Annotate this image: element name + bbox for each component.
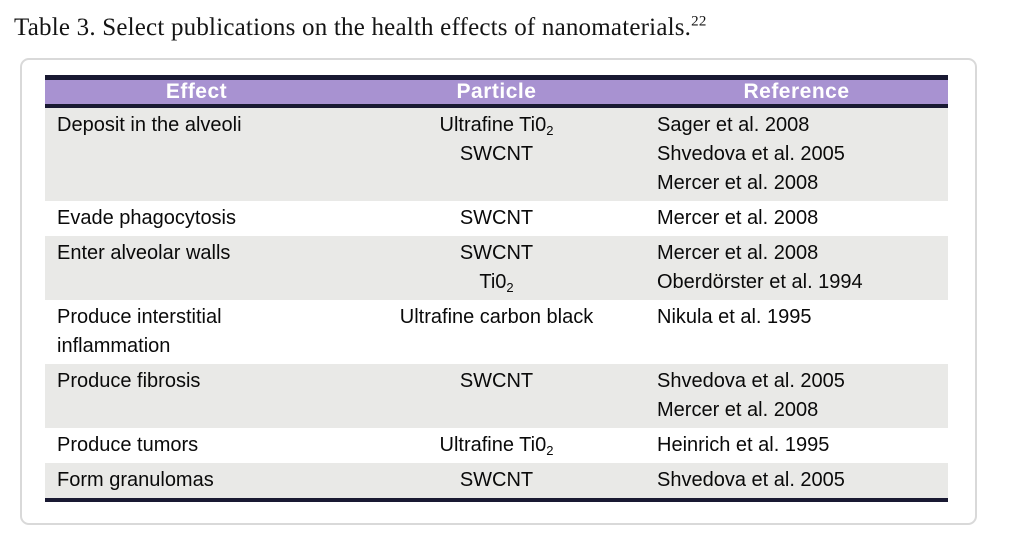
line-text: Sager et al. 2008 [657,114,810,136]
table-row: Form granulomas SWCNT Shvedova et al. 2005 [45,463,948,500]
table-row: Deposit in the alveoli Ultrafine Ti02 SWCN… [45,106,948,201]
cell-line: Heinrich et al. 1995 [657,431,936,460]
cell-line: Enter alveolar walls [57,239,336,268]
cell-line: Mercer et al. 2008 [657,204,936,233]
line-text: SWCNT [459,242,534,264]
line-text: Mercer et al. 2008 [657,207,819,229]
line-text: Produce fibrosis [57,370,201,392]
cell-effect: Produce tumors [45,428,348,463]
publications-table: Effect Particle Reference Deposit in the… [45,75,948,502]
cell-line: Shvedova et al. 2005 [657,140,936,169]
cell-reference: Mercer et al. 2008 [645,201,948,236]
line-text: SWCNT [459,207,534,229]
table-row: Produce interstitial inflammation Ultrafin… [45,300,948,364]
cell-line: SWCNT [360,466,633,495]
cell-line: SWCNT [360,367,633,396]
cell-line: Produce interstitial [57,303,336,332]
column-header-reference: Reference [645,77,948,108]
cell-reference: Nikula et al. 1995 [645,300,948,364]
table-caption: Table 3. Select publications on the heal… [14,14,707,42]
line-text: Produce tumors [57,434,199,456]
cell-line: Shvedova et al. 2005 [657,466,936,495]
line-text: Nikula et al. 1995 [657,306,812,328]
line-text: Ultrafine Ti0 [439,114,547,136]
line-text: Shvedova et al. 2005 [657,143,845,165]
cell-effect: Enter alveolar walls [45,236,348,300]
line-text: Enter alveolar walls [57,242,231,264]
line-text: Shvedova et al. 2005 [657,370,845,392]
subscript-text: 2 [546,123,554,138]
cell-line: SWCNT [360,239,633,268]
table-card: Effect Particle Reference Deposit in the… [20,58,977,525]
cell-line: SWCNT [360,140,633,169]
line-text: Mercer et al. 2008 [657,242,819,264]
cell-effect: Deposit in the alveoli [45,106,348,201]
cell-line: Ultrafine carbon black [360,303,633,332]
cell-particle: Ultrafine carbon black [348,300,645,364]
cell-line: Mercer et al. 2008 [657,396,936,425]
cell-line: Mercer et al. 2008 [657,169,936,198]
cell-effect: Evade phagocytosis [45,201,348,236]
table-row: Enter alveolar walls SWCNT Ti02 Mercer et a… [45,236,948,300]
table-row: Produce fibrosis SWCNT Shvedova et al. 200… [45,364,948,428]
cell-line: Form granulomas [57,466,336,495]
cell-particle: SWCNT [348,201,645,236]
line-text: Ultrafine carbon black [399,306,594,328]
cell-particle: SWCNT Ti02 [348,236,645,300]
line-text: Ti0 [479,271,507,293]
line-text: Form granulomas [57,469,214,491]
subscript-text: 2 [506,280,514,295]
cell-line: Deposit in the alveoli [57,111,336,140]
cell-line: Produce tumors [57,431,336,460]
line-text: inflammation [57,335,171,357]
caption-text: Table 3. Select publications on the heal… [14,14,692,41]
cell-line: inflammation [57,332,336,361]
line-text: Mercer et al. 2008 [657,399,819,421]
line-text: Oberdörster et al. 1994 [657,271,863,293]
cell-effect: Form granulomas [45,463,348,500]
cell-particle: SWCNT [348,364,645,428]
cell-line: Nikula et al. 1995 [657,303,936,332]
cell-reference: Sager et al. 2008 Shvedova et al. 2005 Mer… [645,106,948,201]
line-text: SWCNT [459,143,534,165]
line-text: Shvedova et al. 2005 [657,469,845,491]
cell-particle: SWCNT [348,463,645,500]
cell-line: Mercer et al. 2008 [657,239,936,268]
line-text: SWCNT [459,370,534,392]
header-row: Effect Particle Reference [45,77,948,108]
subscript-text: 2 [546,443,554,458]
line-text: Heinrich et al. 1995 [657,434,830,456]
cell-reference: Shvedova et al. 2005 [645,463,948,500]
table-row: Evade phagocytosis SWCNT Mercer et al. 200… [45,201,948,236]
line-text: Produce interstitial [57,306,222,328]
cell-line: Produce fibrosis [57,367,336,396]
cell-particle: Ultrafine Ti02 SWCNT [348,106,645,201]
cell-effect: Produce fibrosis [45,364,348,428]
cell-reference: Mercer et al. 2008 Oberdörster et al. 199… [645,236,948,300]
cell-reference: Shvedova et al. 2005 Mercer et al. 2008 [645,364,948,428]
cell-reference: Heinrich et al. 1995 [645,428,948,463]
cell-line: Ti02 [360,268,633,297]
cell-line: Evade phagocytosis [57,204,336,233]
column-header-effect: Effect [45,77,348,108]
cell-line: Sager et al. 2008 [657,111,936,140]
cell-line: Ultrafine Ti02 [360,431,633,460]
table-row: Produce tumors Ultrafine Ti02 Heinrich et … [45,428,948,463]
line-text: Evade phagocytosis [57,207,237,229]
table-body: Deposit in the alveoli Ultrafine Ti02 SWCN… [45,106,948,500]
cell-line: Ultrafine Ti02 [360,111,633,140]
column-header-particle: Particle [348,77,645,108]
line-text: Mercer et al. 2008 [657,172,819,194]
cell-particle: Ultrafine Ti02 [348,428,645,463]
line-text: Deposit in the alveoli [57,114,242,136]
line-text: Ultrafine Ti0 [439,434,547,456]
cell-line: Shvedova et al. 2005 [657,367,936,396]
cell-line: Oberdörster et al. 1994 [657,268,936,297]
footnote-mark: 22 [691,13,707,30]
line-text: SWCNT [459,469,534,491]
cell-effect: Produce interstitial inflammation [45,300,348,364]
cell-line: SWCNT [360,204,633,233]
